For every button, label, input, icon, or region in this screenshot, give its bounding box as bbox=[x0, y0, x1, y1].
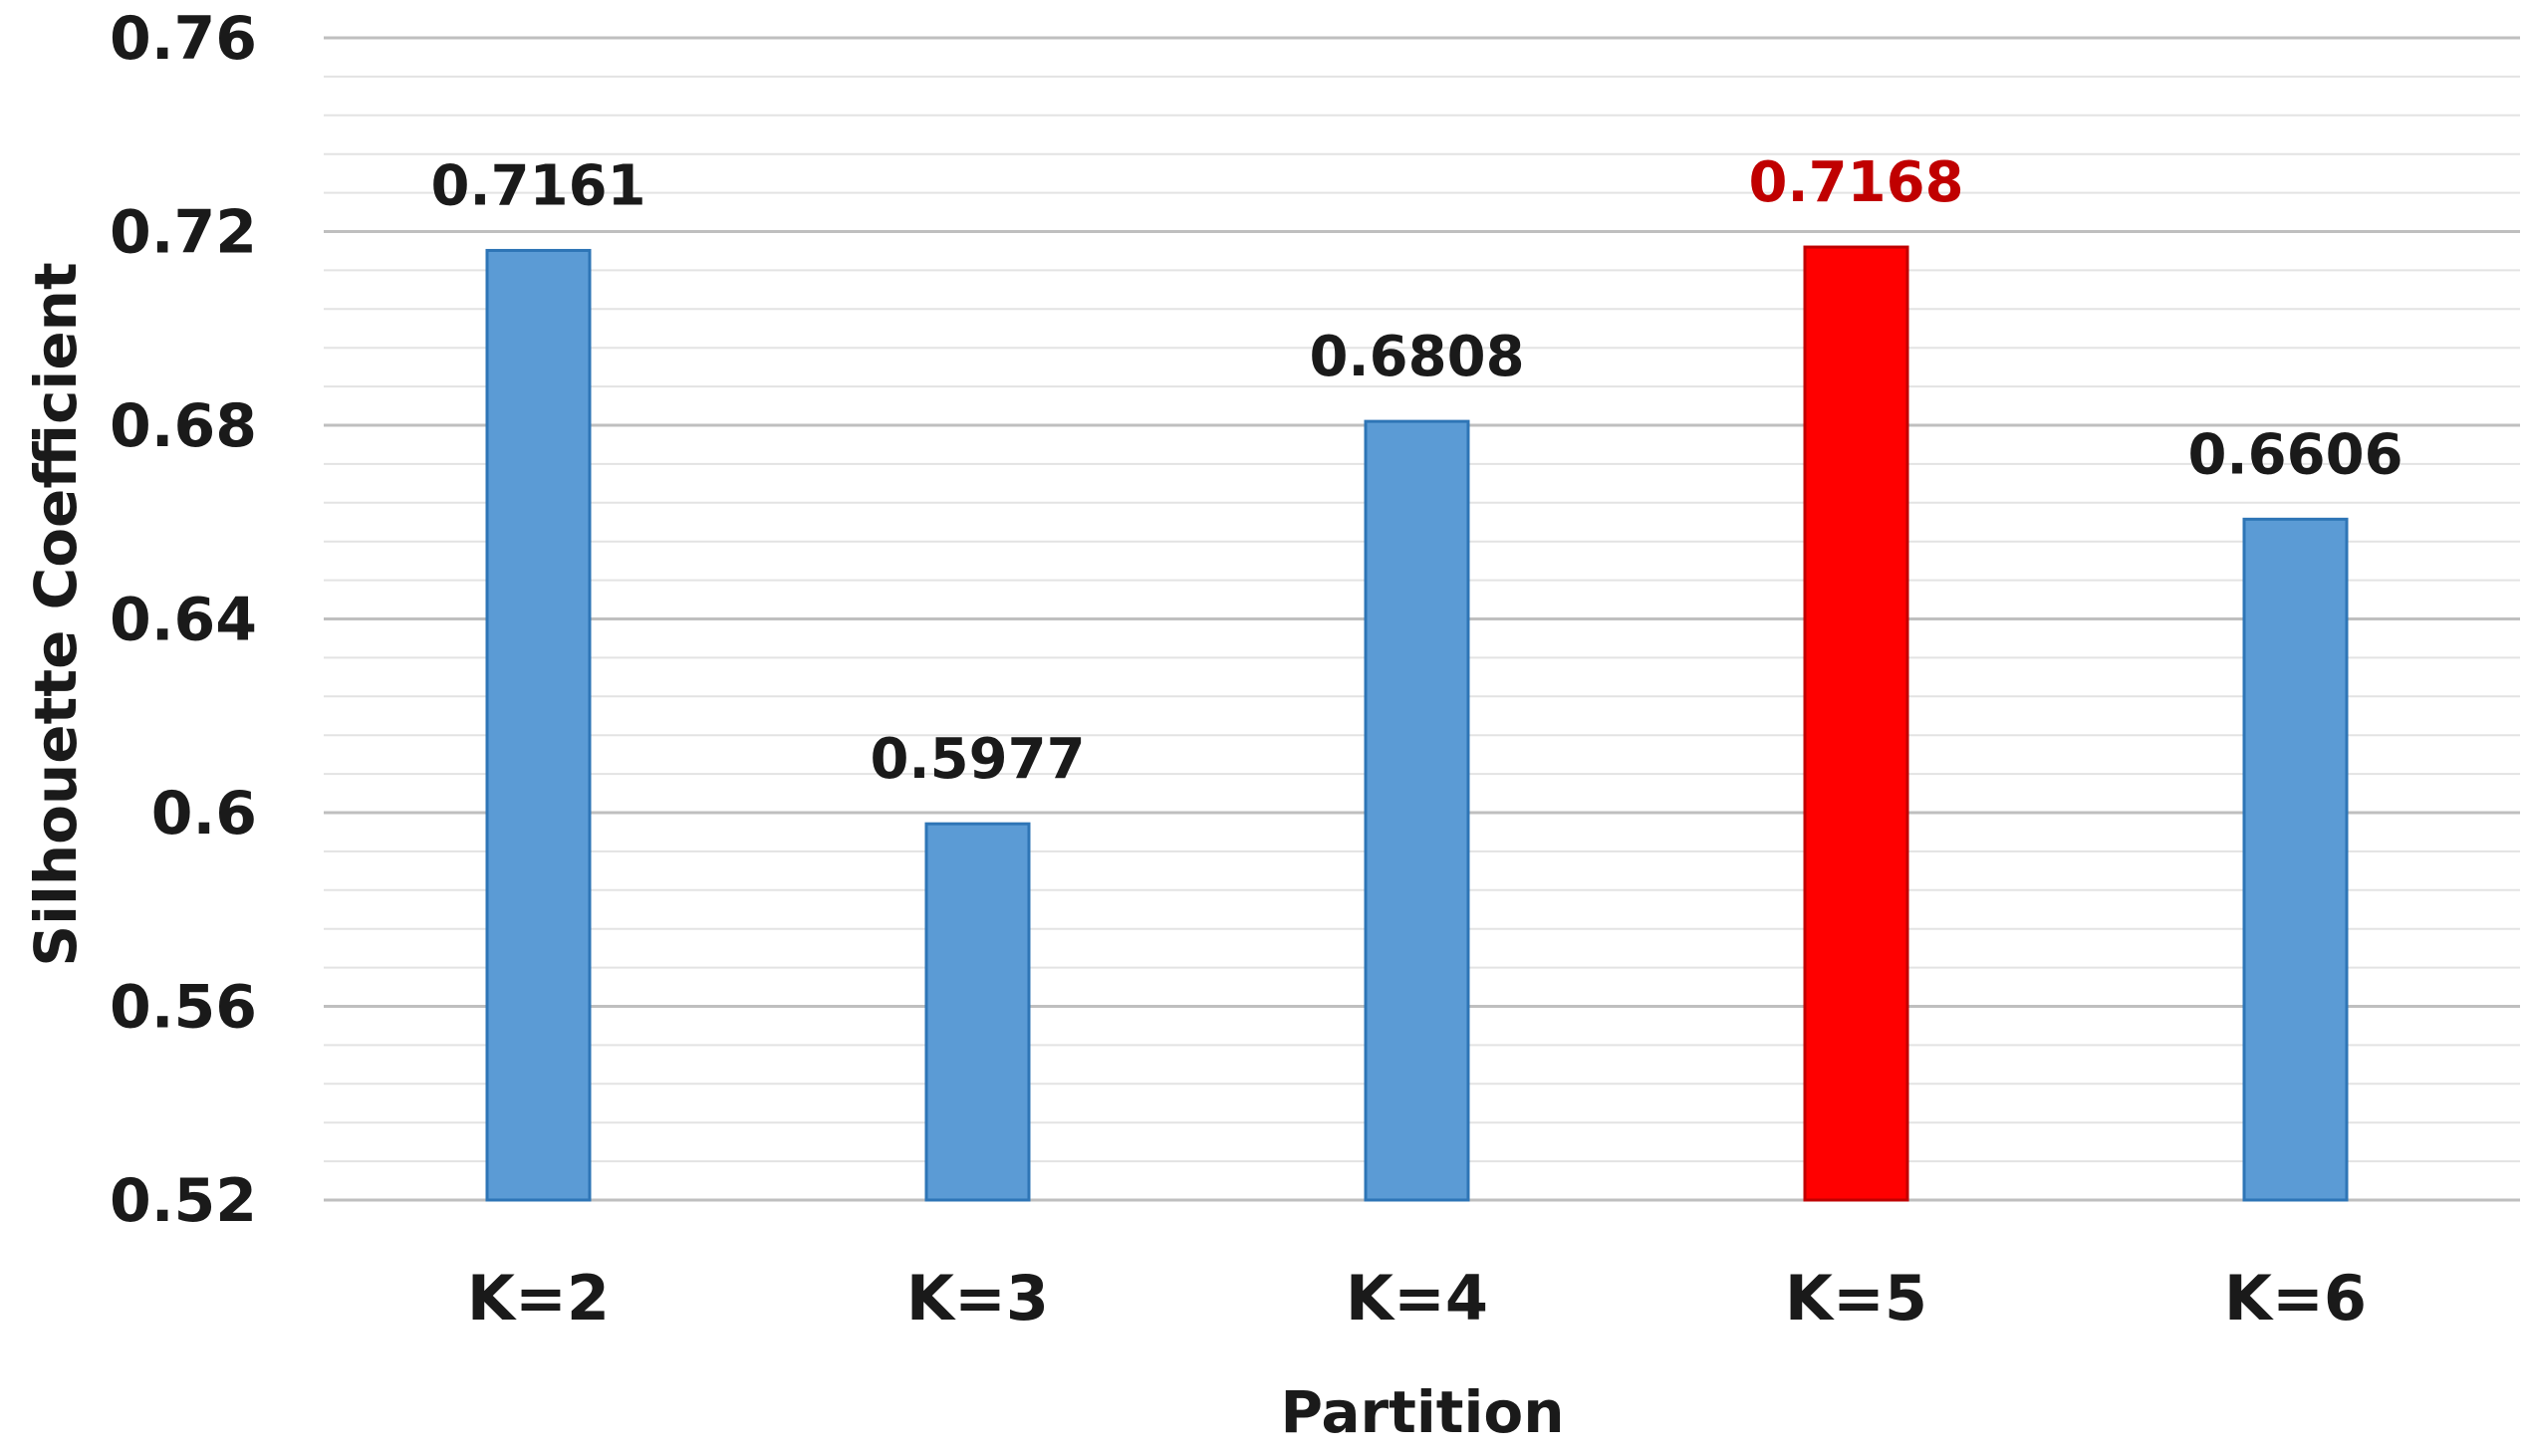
y-tick-label: 0.64 bbox=[110, 586, 257, 655]
data-label: 0.6606 bbox=[2187, 422, 2403, 487]
y-tick-label: 0.52 bbox=[110, 1166, 257, 1236]
y-tick-label: 0.68 bbox=[110, 391, 257, 461]
x-tick-label: K=5 bbox=[1785, 1262, 1927, 1335]
data-label: 0.5977 bbox=[870, 727, 1085, 792]
data-labels: 0.7161 0.5977 0.6808 0.7168 0.6606 bbox=[430, 150, 2403, 792]
y-tick-label: 0.76 bbox=[110, 4, 257, 74]
data-label: 0.7161 bbox=[430, 153, 645, 218]
y-axis-ticks: 0.52 0.56 0.6 0.64 0.68 0.72 0.76 bbox=[110, 4, 257, 1236]
y-tick-label: 0.72 bbox=[110, 198, 257, 268]
bar-k3 bbox=[924, 822, 1031, 1202]
bar-k2 bbox=[485, 248, 592, 1202]
y-tick-label: 0.6 bbox=[151, 779, 257, 849]
data-label: 0.7168 bbox=[1748, 150, 1963, 215]
bar-k5 bbox=[1803, 245, 1909, 1202]
x-tick-label: K=6 bbox=[2224, 1262, 2367, 1335]
x-axis-title: Partition bbox=[1280, 1378, 1564, 1446]
data-label: 0.6808 bbox=[1309, 325, 1524, 389]
y-axis-title: Silhouette Coefficient bbox=[22, 262, 90, 966]
bars bbox=[485, 245, 2349, 1202]
x-tick-label: K=4 bbox=[1346, 1262, 1488, 1335]
x-axis-ticks: K=2 K=3 K=4 K=5 K=6 bbox=[467, 1262, 2367, 1335]
y-tick-label: 0.56 bbox=[110, 973, 257, 1043]
x-tick-label: K=3 bbox=[906, 1262, 1049, 1335]
bar-k6 bbox=[2242, 517, 2349, 1202]
x-tick-label: K=2 bbox=[467, 1262, 610, 1335]
bar-k4 bbox=[1364, 419, 1470, 1202]
